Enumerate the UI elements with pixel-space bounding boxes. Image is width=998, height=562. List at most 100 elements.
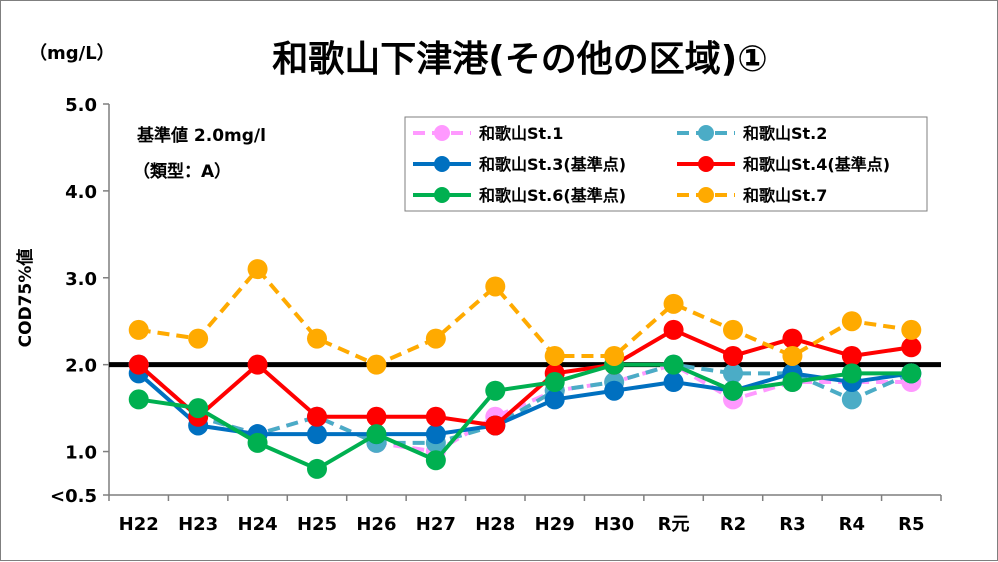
data-point	[307, 406, 327, 427]
legend-swatch-marker	[698, 125, 714, 141]
legend-item: 和歌山St.2	[677, 124, 827, 143]
series-line	[138, 267, 912, 367]
data-point	[604, 380, 625, 401]
data-point	[307, 424, 327, 445]
legend-item: 和歌山St.7	[677, 186, 827, 205]
data-point	[723, 345, 743, 366]
x-tick-label: R3	[779, 514, 805, 535]
y-tick-label: 2.0	[65, 356, 97, 377]
data-point	[663, 319, 684, 340]
data-point	[544, 372, 565, 393]
legend-item: 和歌山St.1	[413, 124, 563, 143]
annotation: 基準値 2.0mg/l （類型：A）	[133, 125, 266, 182]
data-point	[307, 328, 327, 349]
legend-swatch-marker	[698, 187, 714, 203]
data-point	[723, 319, 743, 340]
series-5	[128, 354, 922, 479]
data-point	[366, 354, 387, 375]
y-axis-label: COD75%値	[15, 249, 36, 348]
x-tick-label: H27	[416, 514, 456, 535]
legend-item: 和歌山St.3(基準点)	[413, 155, 626, 174]
legend-item: 和歌山St.6(基準点)	[413, 186, 626, 205]
legend-label: 和歌山St.1	[479, 124, 563, 143]
data-point	[425, 328, 446, 349]
data-point	[485, 380, 506, 401]
chart-title: 和歌山下津港(その他の区域)①	[272, 39, 767, 80]
y-tick-label: 5.0	[65, 95, 97, 116]
data-point	[485, 415, 506, 436]
data-point	[782, 345, 803, 366]
series-line	[138, 362, 912, 471]
legend-item: 和歌山St.4(基準点)	[677, 155, 890, 174]
y-tick-label: <0.5	[50, 486, 97, 507]
data-point	[663, 354, 684, 375]
data-point	[841, 311, 862, 332]
legend-box	[404, 116, 928, 212]
annotation-type: （類型：A）	[133, 161, 231, 182]
legend-label: 和歌山St.3(基準点)	[479, 155, 626, 174]
annotation-standard: 基準値 2.0mg/l	[136, 125, 266, 146]
data-point	[544, 389, 565, 410]
x-tick-label: R4	[839, 514, 865, 535]
x-tick-label: H23	[178, 514, 218, 535]
data-point	[188, 328, 209, 349]
data-point	[723, 380, 743, 401]
x-tick-label: H22	[119, 514, 159, 535]
legend-swatch-marker	[434, 125, 450, 141]
data-point	[247, 432, 268, 453]
data-point	[485, 276, 506, 297]
legend-swatch-marker	[698, 156, 714, 172]
x-tick-label: R2	[720, 514, 746, 535]
data-point	[188, 398, 209, 419]
legend-label: 和歌山St.6(基準点)	[479, 186, 626, 205]
data-point	[366, 406, 387, 427]
data-point	[604, 345, 625, 366]
x-tick-label: H28	[475, 514, 515, 535]
series-4	[128, 319, 922, 436]
data-point	[544, 345, 565, 366]
data-point	[841, 345, 862, 366]
x-tick-label: H30	[594, 514, 634, 535]
data-point	[663, 293, 684, 314]
data-point	[901, 363, 922, 384]
data-point	[366, 424, 387, 445]
x-tick-label: H25	[297, 514, 337, 535]
x-tick-label: H24	[238, 514, 278, 535]
legend-swatch-marker	[434, 156, 450, 172]
series-line	[137, 327, 912, 428]
x-tick-label: R5	[898, 514, 924, 535]
data-point	[307, 458, 327, 479]
data-point	[128, 354, 149, 375]
data-point	[782, 372, 803, 393]
legend-swatch-marker	[434, 187, 450, 203]
data-point	[425, 406, 446, 427]
data-point	[425, 424, 446, 445]
data-point	[128, 319, 149, 340]
data-point	[128, 389, 149, 410]
legend: 和歌山St.1 和歌山St.2 和歌山St.3(基準点) 和歌山St.4(基準点) 和歌…	[404, 116, 928, 212]
y-tick-label: 1.0	[65, 443, 97, 464]
y-tick-label: 3.0	[65, 269, 97, 290]
x-tick-labels: H22 H23 H24 H25 H26 H27 H28 H29 H30 R元 R2 R3 R4 R5	[108, 495, 942, 535]
y-tick-label: 4.0	[65, 182, 97, 203]
data-point	[247, 259, 268, 280]
data-point	[901, 319, 922, 340]
series-6	[128, 259, 922, 375]
data-point	[425, 450, 446, 471]
x-tick-label: R元	[658, 514, 690, 535]
legend-label: 和歌山St.7	[743, 186, 827, 205]
y-tick-labels: <0.5 1.0 2.0 3.0 4.0 5.0	[50, 95, 109, 507]
unit-label: （mg/L）	[29, 43, 115, 64]
data-point	[723, 363, 743, 384]
legend-label: 和歌山St.4(基準点)	[743, 155, 890, 174]
data-point	[901, 337, 922, 358]
data-point	[841, 389, 862, 410]
data-point	[782, 328, 803, 349]
legend-label: 和歌山St.2	[743, 124, 827, 143]
x-tick-label: H29	[535, 514, 575, 535]
data-point	[663, 372, 684, 393]
data-point	[841, 363, 862, 384]
series-group	[128, 259, 922, 479]
data-point	[247, 354, 268, 375]
